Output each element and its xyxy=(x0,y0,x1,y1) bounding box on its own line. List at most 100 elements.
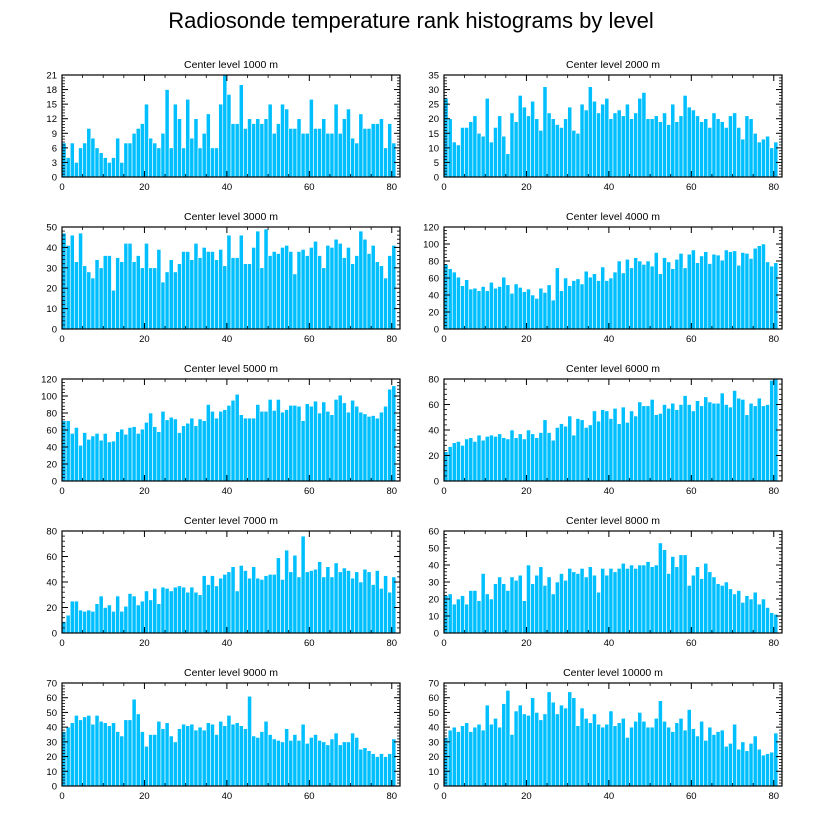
histogram-bar xyxy=(592,100,597,178)
histogram-bar xyxy=(259,267,265,330)
histogram-bar xyxy=(94,603,100,634)
x-tick-label: 0 xyxy=(59,334,64,345)
y-tick-label: 25 xyxy=(428,100,439,111)
y-tick-label: 20 xyxy=(428,451,439,462)
histogram-bar xyxy=(480,573,486,634)
histogram-bar xyxy=(152,588,158,634)
histogram-bar xyxy=(583,427,589,482)
histogram-bar xyxy=(144,590,149,634)
x-tick-label: 0 xyxy=(441,486,446,497)
histogram-bar xyxy=(447,593,453,634)
histogram-bar xyxy=(715,118,721,178)
histogram-panel: Center level 1000 m 0 3 6 9 12 15 18 21 0 20 40 60 80 xyxy=(46,59,401,193)
histogram-bar xyxy=(740,252,746,330)
histogram-bar xyxy=(65,157,71,178)
histogram-bar xyxy=(111,611,116,634)
histogram-bar xyxy=(383,575,388,634)
histogram-bar xyxy=(732,593,737,634)
histogram-bar xyxy=(554,267,560,330)
y-tick-label: 5 xyxy=(434,158,439,169)
histogram-bar xyxy=(341,741,347,787)
histogram-bar xyxy=(769,265,775,330)
y-tick-label: 100 xyxy=(423,240,439,251)
histogram-bar xyxy=(111,157,116,178)
y-tick-label: 50 xyxy=(428,708,439,719)
histogram-bar xyxy=(140,267,145,330)
histogram-bar xyxy=(255,118,261,178)
histogram-bar xyxy=(74,427,79,482)
x-tick-label: 60 xyxy=(304,486,315,497)
histogram-bar xyxy=(362,747,368,787)
histogram-bar xyxy=(230,566,236,634)
histogram-bar xyxy=(300,132,306,178)
histogram-bar xyxy=(102,607,108,634)
histogram-bar xyxy=(280,247,285,330)
histogram-bar xyxy=(140,428,145,482)
y-tick-label: 20 xyxy=(428,752,439,763)
y-tick-label: 0 xyxy=(52,782,57,793)
histogram-bar xyxy=(468,288,474,330)
histogram-bar xyxy=(637,260,643,330)
histogram-bar xyxy=(686,709,692,787)
histogram-bar xyxy=(612,725,618,787)
histogram-bar xyxy=(267,399,273,482)
histogram-bar xyxy=(247,263,252,330)
histogram-bar xyxy=(728,743,733,787)
histogram-bar xyxy=(534,118,540,178)
y-tick-label: 40 xyxy=(428,291,439,302)
histogram-bar xyxy=(678,115,684,178)
histogram-bar xyxy=(464,438,470,482)
histogram-bar xyxy=(94,147,100,178)
histogram-bar xyxy=(579,707,585,787)
histogram-bar xyxy=(645,260,651,330)
histogram-bar xyxy=(366,571,372,634)
histogram-bar xyxy=(292,273,298,330)
histogram-bar xyxy=(362,413,368,482)
histogram-bar xyxy=(682,554,688,634)
histogram-bar xyxy=(592,574,597,634)
histogram-bar xyxy=(201,132,207,178)
histogram-bar xyxy=(756,245,762,330)
histogram-panel: Center level 6000 m 0 20 40 60 80 0 20 40 60 80 xyxy=(428,363,783,497)
panel-title: Center level 5000 m xyxy=(184,363,278,375)
histogram-bar xyxy=(653,718,659,787)
histogram-bar xyxy=(383,147,388,178)
histogram-bar xyxy=(263,410,269,482)
histogram-bar xyxy=(517,433,523,482)
histogram-bar xyxy=(662,257,667,330)
histogram-bar xyxy=(773,141,779,178)
histogram-bar xyxy=(189,417,195,482)
y-tick-label: 35 xyxy=(428,71,439,82)
panel-title: Center level 8000 m xyxy=(566,515,660,527)
histogram-bar xyxy=(736,264,742,330)
histogram-bar xyxy=(304,403,310,482)
histogram-bar xyxy=(493,436,498,482)
histogram-bar xyxy=(691,410,696,482)
histogram-bar xyxy=(317,412,322,482)
histogram-bar xyxy=(575,132,581,178)
histogram-bar xyxy=(744,750,750,787)
histogram-bar xyxy=(185,251,191,330)
histogram-bar xyxy=(309,737,314,787)
histogram-bar xyxy=(115,431,121,482)
histogram-bar xyxy=(616,722,622,787)
histogram-bar xyxy=(691,249,696,330)
x-tick-label: 20 xyxy=(139,791,150,802)
histogram-bar xyxy=(86,439,92,482)
histogram-bar xyxy=(391,738,397,787)
histogram-bar xyxy=(451,603,457,634)
histogram-bar xyxy=(350,137,355,178)
histogram-bar xyxy=(505,284,511,330)
histogram-panel: Center level 4000 m 0 20 40 60 80 100 120 0 20 40 6… xyxy=(423,211,783,345)
histogram-bar xyxy=(98,720,104,787)
y-tick-label: 20 xyxy=(428,308,439,319)
histogram-bar xyxy=(243,728,248,787)
histogram-bar xyxy=(538,130,544,178)
histogram-bar xyxy=(670,103,676,178)
histogram-panel: Center level 7000 m 0 20 40 60 80 0 20 40 60 80 xyxy=(46,515,401,649)
histogram-bar xyxy=(756,141,762,178)
histogram-bar xyxy=(317,128,322,178)
histogram-bar xyxy=(645,561,651,634)
y-tick-label: 80 xyxy=(428,375,439,386)
histogram-bar xyxy=(218,577,224,634)
